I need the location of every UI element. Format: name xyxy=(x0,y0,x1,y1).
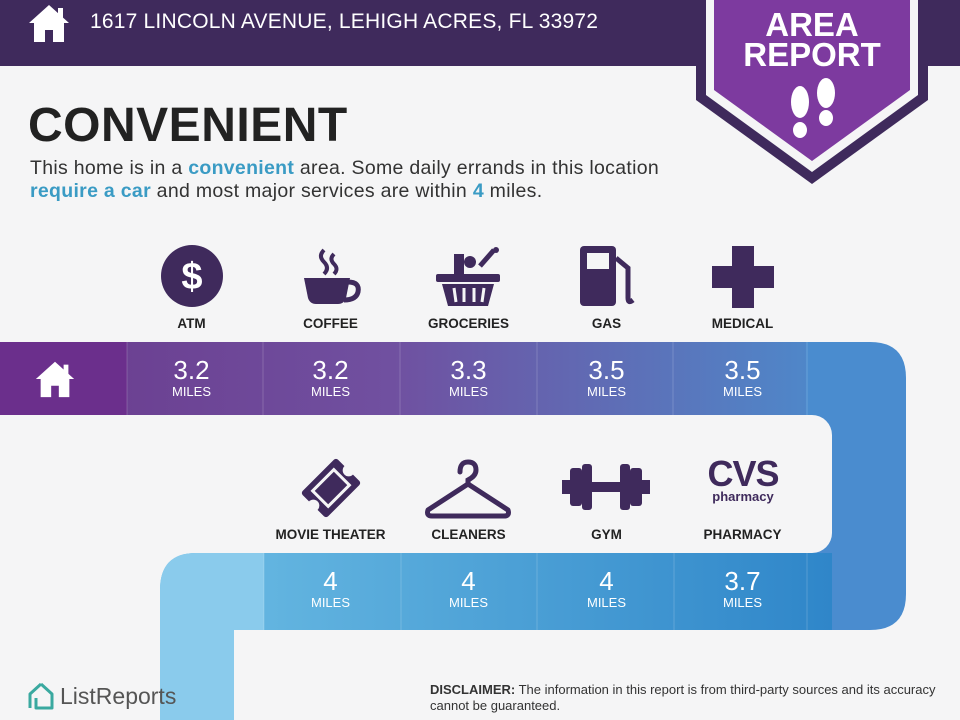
service-label-coffee: COFFEE xyxy=(303,316,358,331)
distance-cleaners: 4 MILES xyxy=(448,566,488,610)
grocery-basket-icon xyxy=(436,247,500,306)
gas-pump-icon xyxy=(580,246,635,306)
distance-groceries: 3.3 MILES xyxy=(448,355,488,399)
distance-movie-theater: 4 MILES xyxy=(310,566,350,610)
brand-name: ListReports xyxy=(60,683,177,709)
distance-gym: 4 MILES xyxy=(586,566,626,610)
badge-line-2: REPORT xyxy=(743,36,881,73)
cvs-logo: CVS pharmacy xyxy=(707,453,779,504)
service-label-atm: ATM xyxy=(177,316,206,331)
badge-line-1: AREA xyxy=(765,6,859,43)
service-label-groceries: GROCERIES xyxy=(427,316,509,331)
summary-text: This home is in a convenient area. Some … xyxy=(30,157,660,202)
dollar-icon: $ xyxy=(161,245,223,307)
service-label-cleaners: CLEANERS xyxy=(431,527,506,542)
dumbbell-icon xyxy=(562,464,650,510)
page-title: CONVENIENT xyxy=(28,99,348,152)
listreports-logo-icon xyxy=(28,682,54,710)
disclaimer: DISCLAIMER: The information in this repo… xyxy=(430,682,936,713)
hanger-icon xyxy=(425,459,511,519)
service-label-gym: GYM xyxy=(591,527,622,542)
area-report-badge xyxy=(696,0,928,184)
coffee-icon xyxy=(304,248,361,304)
svg-text:$: $ xyxy=(181,256,202,298)
distance-pharmacy: 3.7 MILES xyxy=(722,566,762,610)
service-label-movie-theater: MOVIE THEATER xyxy=(275,527,386,542)
service-label-pharmacy: PHARMACY xyxy=(703,527,782,542)
footprints-icon xyxy=(791,78,835,138)
home-origin-icon xyxy=(35,361,75,398)
service-label-medical: MEDICAL xyxy=(711,316,774,331)
service-label-gas: GAS xyxy=(591,316,622,331)
distance-medical: 3.5 MILES xyxy=(722,355,762,399)
distance-atm: 3.2 MILES xyxy=(171,355,211,399)
distance-gas: 3.5 MILES xyxy=(586,355,626,399)
property-address: 1617 LINCOLN AVENUE, LEHIGH ACRES, FL 33… xyxy=(90,10,599,33)
ticket-icon xyxy=(301,458,361,518)
distance-coffee: 3.2 MILES xyxy=(310,355,350,399)
house-icon xyxy=(29,5,69,42)
medical-cross-icon xyxy=(712,246,774,308)
